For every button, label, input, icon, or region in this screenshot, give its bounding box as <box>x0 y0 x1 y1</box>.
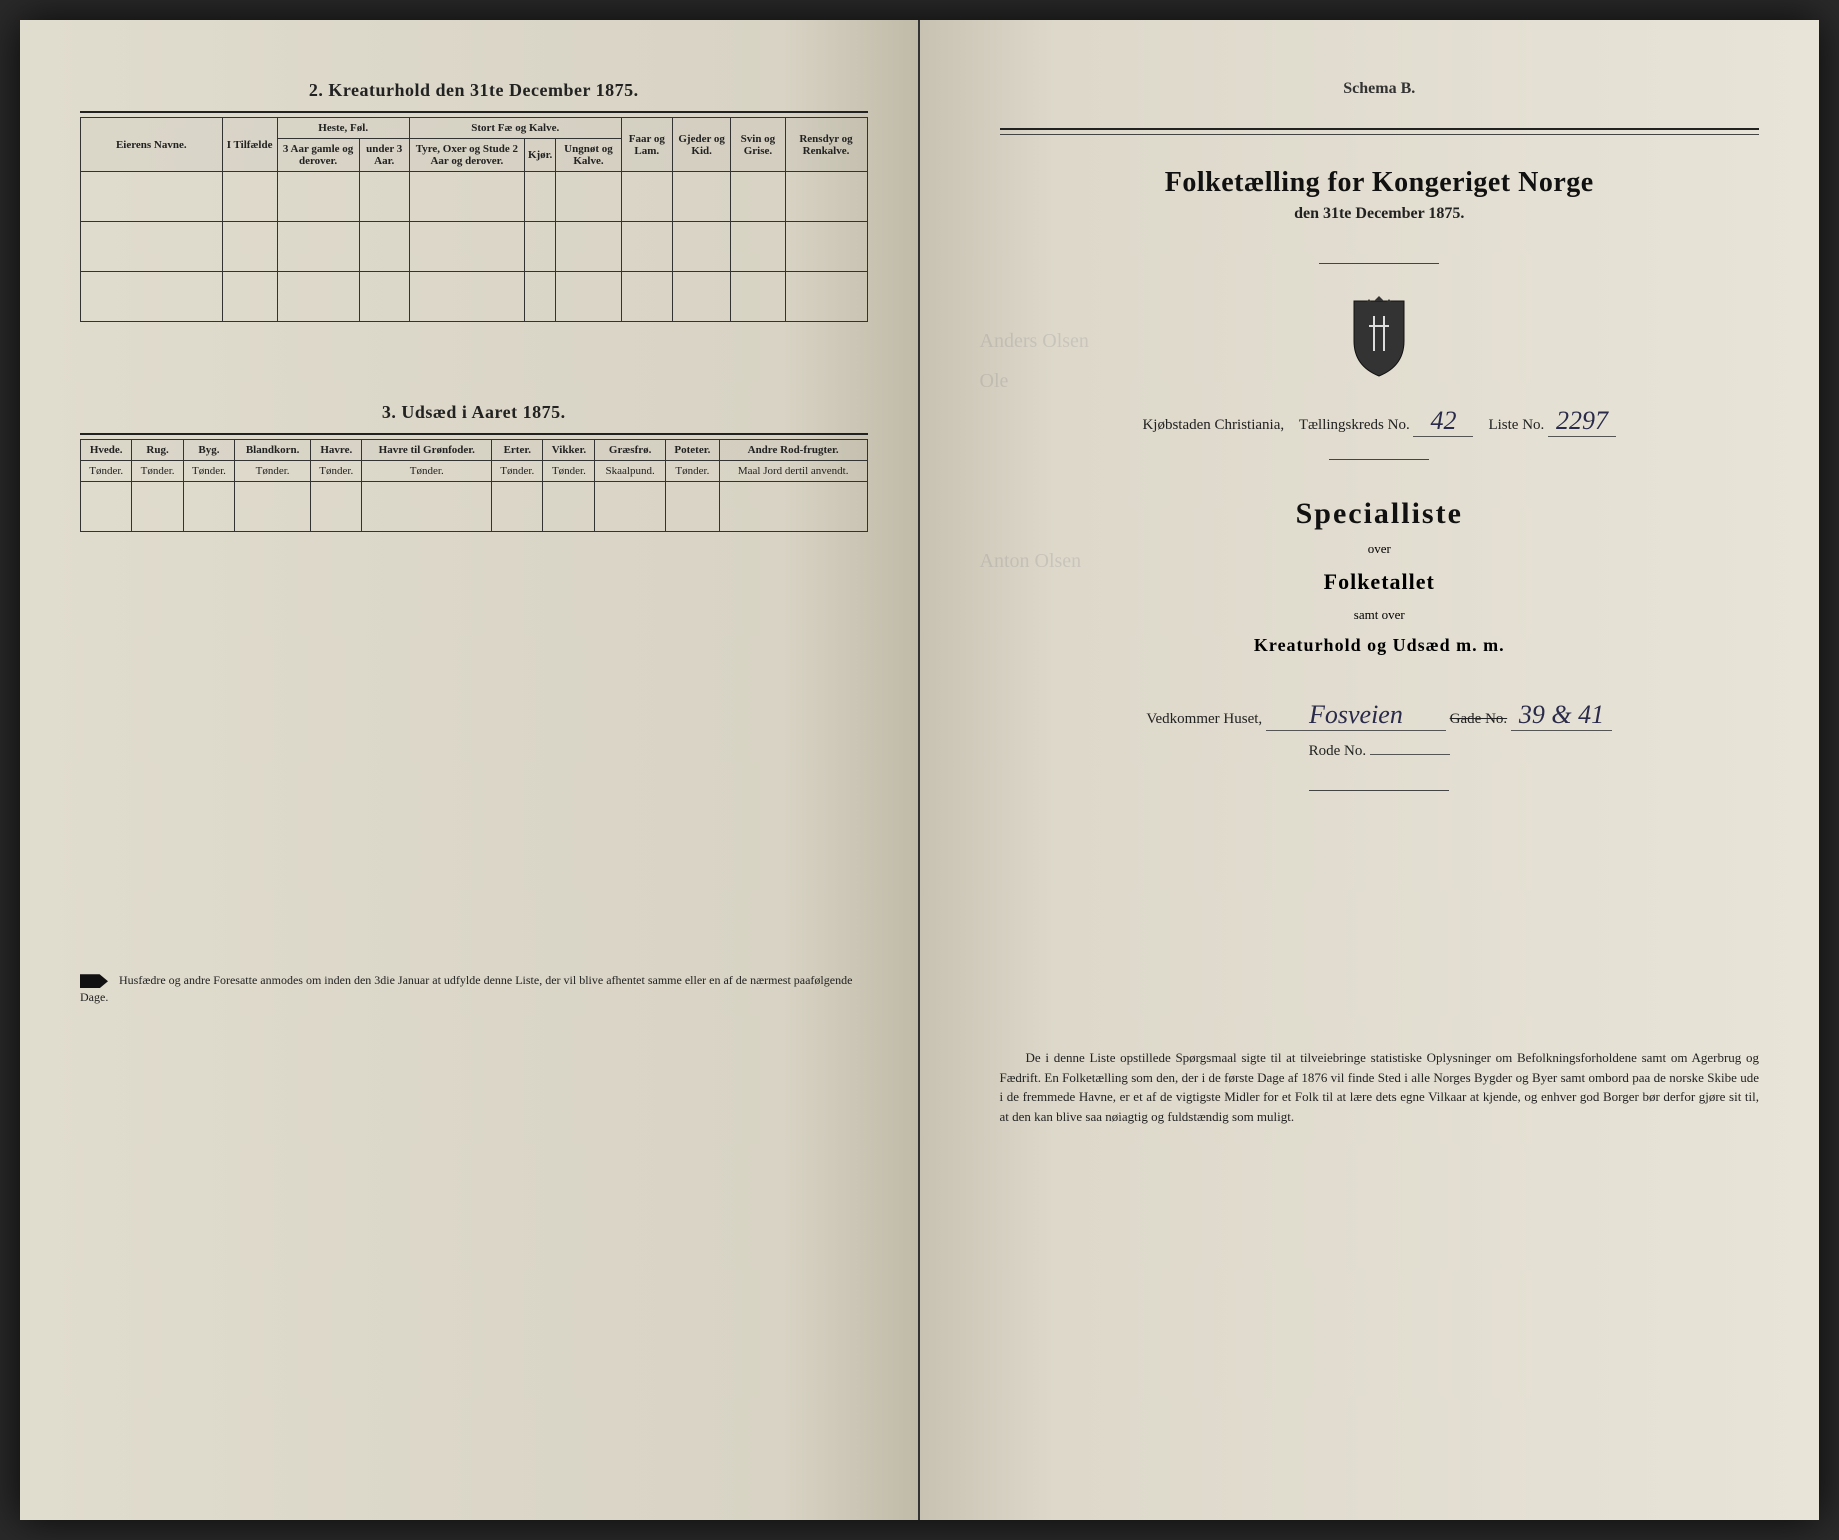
col: Hvede. <box>81 440 132 461</box>
rode-line: Rode No. <box>1000 743 1760 760</box>
divider <box>1319 263 1439 264</box>
unit: Tønder. <box>362 461 492 482</box>
unit: Tønder. <box>183 461 234 482</box>
rode-value <box>1370 754 1450 755</box>
right-page: Schema B. Folketælling for Kongeriget No… <box>920 20 1820 1520</box>
table-header-row: Hvede. Rug. Byg. Blandkorn. Havre. Havre… <box>81 440 868 461</box>
col-tilfalde: I Tilfælde <box>222 118 277 172</box>
coat-of-arms-icon <box>1000 291 1760 386</box>
divider <box>1329 459 1429 460</box>
vedkommer-label: Vedkommer Huset, <box>1146 711 1262 727</box>
col: Erter. <box>492 440 543 461</box>
census-district-line: Kjøbstaden Christiania, Tællingskreds No… <box>1000 406 1760 437</box>
col-gjeder: Gjeder og Kid. <box>672 118 730 172</box>
section2-title: 2. Kreaturhold den 31te December 1875. <box>80 80 868 101</box>
schema-label: Schema B. <box>1000 80 1760 98</box>
kreaturhold-table: Eierens Navne. I Tilfælde Heste, Føl. St… <box>80 117 868 322</box>
col: Havre til Grønfoder. <box>362 440 492 461</box>
col-svin: Svin og Grise. <box>731 118 785 172</box>
samt-over-label: samt over <box>1000 607 1760 623</box>
house-line: Vedkommer Huset, Fosveien Gade No. 39 & … <box>1000 700 1760 731</box>
table-row <box>81 482 868 532</box>
unit: Tønder. <box>543 461 595 482</box>
liste-label: Liste No. <box>1488 417 1544 433</box>
divider <box>1000 134 1760 135</box>
unit: Tønder. <box>81 461 132 482</box>
table-row <box>81 172 868 222</box>
unit: Tønder. <box>235 461 311 482</box>
gade-value: 39 & 41 <box>1511 700 1612 731</box>
unit: Maal Jord dertil anvendt. <box>719 461 867 482</box>
kreds-label: Tællingskreds No. <box>1299 417 1410 433</box>
udsaed-table: Hvede. Rug. Byg. Blandkorn. Havre. Havre… <box>80 439 868 532</box>
divider <box>1000 128 1760 130</box>
huset-value: Fosveien <box>1266 700 1446 731</box>
over-label: over <box>1000 541 1760 557</box>
table-row <box>81 272 868 322</box>
divider <box>80 433 868 435</box>
unit: Skaalpund. <box>595 461 666 482</box>
kreds-value: 42 <box>1413 406 1473 437</box>
col: Vikker. <box>543 440 595 461</box>
section3-title: 3. Udsæd i Aaret 1875. <box>80 402 868 423</box>
col-stort-2: Kjør. <box>524 139 555 172</box>
instruction-paragraph: De i denne Liste opstillede Spørgsmaal s… <box>1000 1048 1760 1126</box>
main-title: Folketælling for Kongeriget Norge <box>1000 167 1760 199</box>
specialliste-title: Specialliste <box>1000 497 1760 531</box>
kreatur-line: Kreaturhold og Udsæd m. m. <box>1000 635 1760 656</box>
col-heste-2: under 3 Aar. <box>359 139 409 172</box>
book-spread: 2. Kreaturhold den 31te December 1875. E… <box>20 20 1819 1520</box>
col: Havre. <box>311 440 362 461</box>
unit: Tønder. <box>132 461 183 482</box>
col: Byg. <box>183 440 234 461</box>
col: Blandkorn. <box>235 440 311 461</box>
col: Rug. <box>132 440 183 461</box>
sub-date: den 31te December 1875. <box>1000 205 1760 223</box>
col-stort-1: Tyre, Oxer og Stude 2 Aar og derover. <box>409 139 524 172</box>
col-owner: Eierens Navne. <box>81 118 223 172</box>
divider <box>1309 790 1449 791</box>
gade-label: Gade No. <box>1450 711 1507 727</box>
footer-note: Husfædre og andre Foresatte anmodes om i… <box>80 972 868 1006</box>
col-stort-3: Ungnøt og Kalve. <box>556 139 621 172</box>
liste-value: 2297 <box>1548 406 1616 437</box>
rode-label: Rode No. <box>1309 743 1367 759</box>
unit: Tønder. <box>492 461 543 482</box>
col-heste-1: 3 Aar gamle og derover. <box>277 139 359 172</box>
unit: Tønder. <box>665 461 719 482</box>
footer-text: Husfædre og andre Foresatte anmodes om i… <box>80 973 852 1004</box>
unit: Tønder. <box>311 461 362 482</box>
divider <box>80 111 868 113</box>
col: Poteter. <box>665 440 719 461</box>
col: Andre Rod-frugter. <box>719 440 867 461</box>
col-rensdyr: Rensdyr og Renkalve. <box>785 118 867 172</box>
col-stort: Stort Fæ og Kalve. <box>409 118 621 139</box>
pointer-icon <box>80 974 108 988</box>
table-row <box>81 222 868 272</box>
kjobstad-label: Kjøbstaden Christiania, <box>1142 417 1284 433</box>
left-page: 2. Kreaturhold den 31te December 1875. E… <box>20 20 920 1520</box>
col: Græsfrø. <box>595 440 666 461</box>
col-faar: Faar og Lam. <box>621 118 672 172</box>
col-heste: Heste, Føl. <box>277 118 409 139</box>
table-units-row: Tønder. Tønder. Tønder. Tønder. Tønder. … <box>81 461 868 482</box>
folketallet-label: Folketallet <box>1000 569 1760 595</box>
